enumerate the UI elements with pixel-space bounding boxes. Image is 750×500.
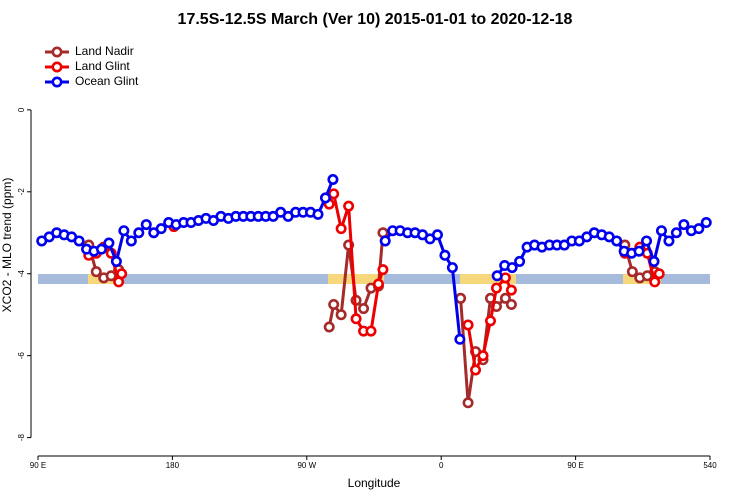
point <box>312 208 324 220</box>
point <box>125 235 137 247</box>
point <box>365 325 377 337</box>
point <box>335 309 347 321</box>
point <box>462 397 474 409</box>
y-tick-label: -2 <box>17 188 26 196</box>
point <box>505 298 517 310</box>
point <box>328 188 340 200</box>
point <box>358 303 370 315</box>
legend-label: Land Glint <box>75 59 130 73</box>
chart-title: 17.5S-12.5S March (Ver 10) 2015-01-01 to… <box>178 11 573 28</box>
point <box>700 217 712 229</box>
point <box>670 227 682 239</box>
point <box>649 276 661 288</box>
point <box>490 282 502 294</box>
point <box>663 235 675 247</box>
point <box>328 298 340 310</box>
point <box>633 245 645 257</box>
point <box>455 292 467 304</box>
point <box>103 237 115 249</box>
point <box>379 235 391 247</box>
x-tick-label: 0 <box>439 461 444 470</box>
point <box>350 313 362 325</box>
point <box>648 255 660 267</box>
point <box>499 292 511 304</box>
point <box>470 364 482 376</box>
point <box>626 266 638 278</box>
legend-label: Ocean Glint <box>75 74 139 88</box>
legend-label: Land Nadir <box>75 44 134 58</box>
point <box>343 200 355 212</box>
point <box>484 315 496 327</box>
point <box>133 227 145 239</box>
point <box>477 350 489 362</box>
point <box>372 278 384 290</box>
point <box>140 219 152 231</box>
point <box>323 321 335 333</box>
point <box>491 270 503 282</box>
point <box>377 264 389 276</box>
legend-marker <box>51 76 63 88</box>
land-band <box>460 274 516 284</box>
point <box>641 235 653 247</box>
point <box>319 192 331 204</box>
y-tick-label: -4 <box>17 270 26 278</box>
x-tick-label: 90 W <box>297 461 316 470</box>
point <box>611 235 623 247</box>
y-tick-label: -6 <box>17 352 26 360</box>
point <box>655 225 667 237</box>
point <box>678 219 690 231</box>
legend-marker <box>51 61 63 73</box>
point <box>462 319 474 331</box>
point <box>506 262 518 274</box>
point <box>446 262 458 274</box>
point <box>653 268 665 280</box>
point <box>90 266 102 278</box>
x-tick-label: 540 <box>703 461 717 470</box>
x-axis-label: Longitude <box>348 476 401 490</box>
x-tick-label: 180 <box>166 461 180 470</box>
y-tick-label: -8 <box>17 434 26 442</box>
legend-marker <box>51 46 63 58</box>
point <box>693 223 705 235</box>
point <box>439 249 451 261</box>
point <box>73 235 85 247</box>
y-tick-label: 0 <box>17 107 26 112</box>
point <box>505 284 517 296</box>
point <box>454 333 466 345</box>
point <box>327 173 339 185</box>
land-band <box>328 274 384 284</box>
point <box>116 268 128 280</box>
point <box>431 229 443 241</box>
x-tick-label: 90 E <box>30 461 46 470</box>
point <box>95 243 107 255</box>
point <box>118 225 130 237</box>
x-tick-label: 90 E <box>567 461 583 470</box>
point <box>110 255 122 267</box>
point <box>105 270 117 282</box>
point <box>514 255 526 267</box>
point <box>155 223 167 235</box>
point <box>335 223 347 235</box>
y-axis-label: XCO2 - MLO trend (ppm) <box>0 178 14 313</box>
